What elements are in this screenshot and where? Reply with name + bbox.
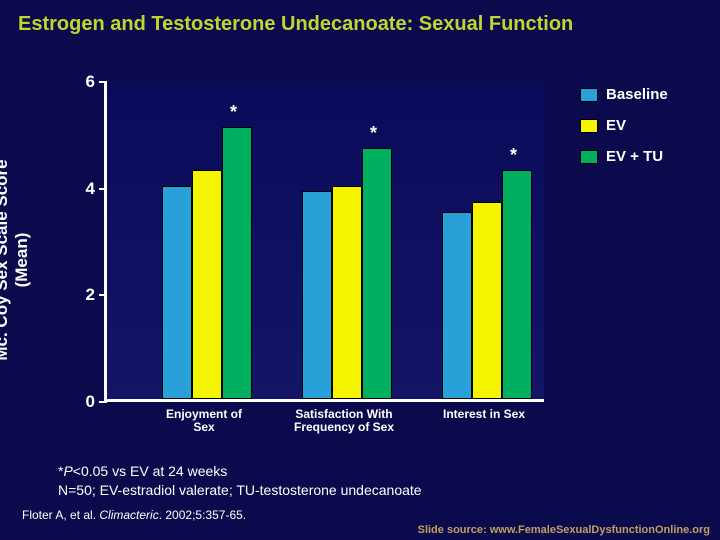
legend-item: Baseline [580, 86, 720, 103]
citation-rest: . 2002;5:357-65. [159, 508, 246, 522]
y-axis-label-line: Mc. Coy Sex Scale Score [0, 159, 12, 360]
bar [302, 191, 332, 399]
slide-source: Slide source: www.FemaleSexualDysfunctio… [418, 524, 710, 536]
legend-label: Baseline [606, 86, 668, 103]
bar-group [162, 127, 252, 399]
bar [502, 170, 532, 399]
page-title: Estrogen and Testosterone Undecanoate: S… [0, 0, 720, 37]
x-axis-label: Interest in Sex [414, 408, 554, 421]
footnotes: *P<0.05 vs EV at 24 weeks N=50; EV-estra… [58, 462, 422, 500]
bar-group [442, 170, 532, 399]
bar [162, 186, 192, 399]
y-tick-label: 0 [86, 392, 107, 412]
legend-swatch [580, 88, 598, 102]
plot-area: 0246*** [104, 82, 544, 402]
y-tick-label: 2 [86, 285, 107, 305]
y-axis-label: Mc. Coy Sex Scale Score(Mean) [0, 159, 32, 360]
significance-star: * [370, 123, 377, 144]
y-axis-label-line: (Mean) [12, 159, 32, 360]
bar-group [302, 148, 392, 399]
footnote-p: *P<0.05 vs EV at 24 weeks [58, 462, 422, 481]
legend-label: EV + TU [606, 148, 663, 165]
x-axis-label: Enjoyment ofSex [134, 408, 274, 434]
citation-journal: Climacteric [99, 508, 158, 522]
citation-author: Floter A, et al. [22, 508, 99, 522]
bar [362, 148, 392, 399]
bar [332, 186, 362, 399]
footnote-p-ital: P [63, 463, 72, 479]
footnote-p-rest: <0.05 vs EV at 24 weeks [73, 463, 227, 479]
bar [472, 202, 502, 399]
citation: Floter A, et al. Climacteric. 2002;5:357… [22, 508, 246, 522]
significance-star: * [510, 145, 517, 166]
significance-star: * [230, 102, 237, 123]
y-tick-label: 6 [86, 72, 107, 92]
legend-swatch [580, 150, 598, 164]
bar [442, 212, 472, 399]
footnote-n: N=50; EV-estradiol valerate; TU-testoste… [58, 481, 422, 500]
x-axis-label: Satisfaction WithFrequency of Sex [274, 408, 414, 434]
bar [192, 170, 222, 399]
legend-swatch [580, 119, 598, 133]
legend: Baseline EV EV + TU [580, 86, 720, 179]
bar [222, 127, 252, 399]
legend-label: EV [606, 117, 626, 134]
legend-item: EV [580, 117, 720, 134]
y-tick-label: 4 [86, 179, 107, 199]
legend-item: EV + TU [580, 148, 720, 165]
